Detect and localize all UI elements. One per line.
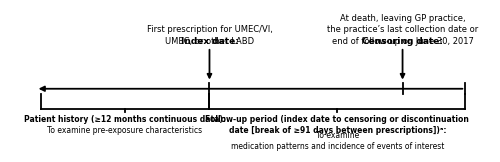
Text: To examine pre-exposure characteristics: To examine pre-exposure characteristics <box>48 126 203 135</box>
Text: To examine
medication patterns and incidence of events of interest: To examine medication patterns and incid… <box>230 131 444 151</box>
Text: First prescription for UMEC/VI,
UMEC, or other LABD: First prescription for UMEC/VI, UMEC, or… <box>146 14 272 46</box>
Text: Patient history (≥12 months continuous data):: Patient history (≥12 months continuous d… <box>24 115 226 124</box>
Text: Follow-up period (index date to censoring or discontinuation
date [break of ≥91 : Follow-up period (index date to censorin… <box>206 115 470 135</box>
Text: Index date:: Index date: <box>180 36 238 46</box>
Text: At death, leaving GP practice,
the practice’s last collection date or
end of fol: At death, leaving GP practice, the pract… <box>327 3 478 46</box>
Text: Censoring date:: Censoring date: <box>362 36 443 46</box>
